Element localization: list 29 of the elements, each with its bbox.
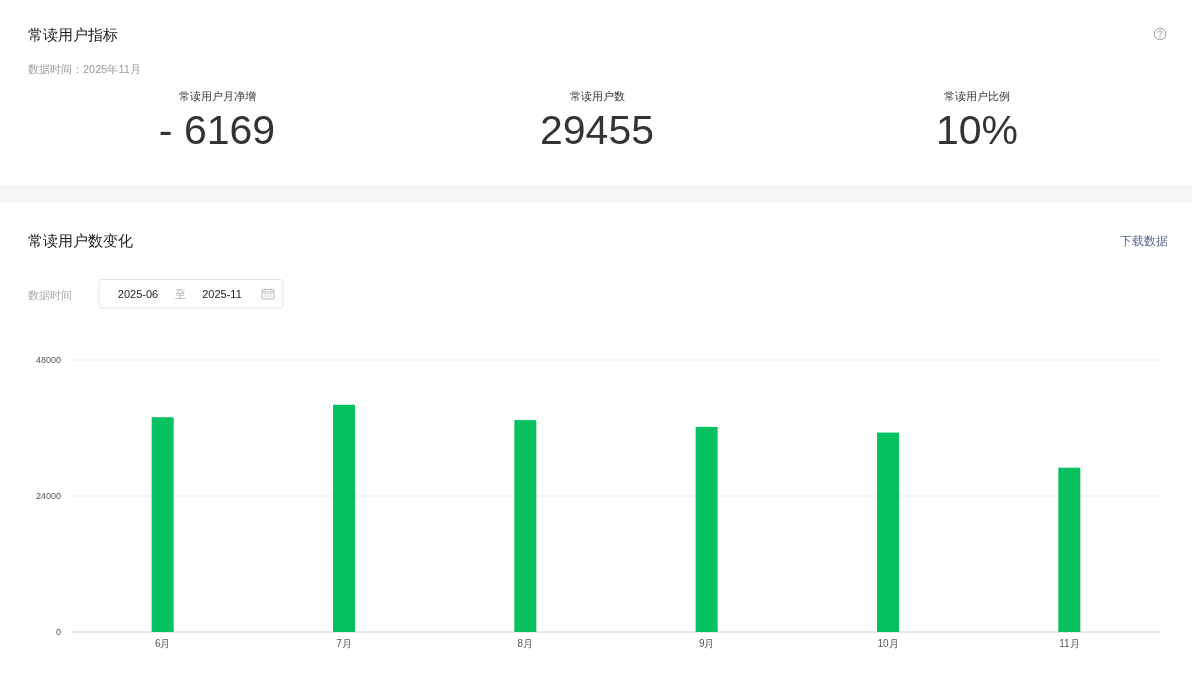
text: 数据时间	[28, 289, 72, 301]
bar	[1058, 467, 1081, 632]
x-tick-label: 7月	[336, 638, 352, 649]
text: 29455	[539, 107, 655, 153]
text: - 6169	[158, 107, 276, 153]
text: 2025-06	[117, 288, 159, 300]
text: 常读用户指标	[28, 26, 118, 43]
text: 常读用户月净增	[178, 90, 256, 102]
x-tick-label: 11月	[1059, 638, 1080, 649]
text: 常读用户比例	[944, 90, 1010, 102]
text: 2025-11	[202, 288, 242, 300]
y-tick-label: 48000	[35, 355, 61, 366]
bar	[877, 432, 899, 632]
text: 至	[174, 287, 186, 300]
text: 10%	[935, 107, 1019, 153]
y-tick-label: 24000	[35, 491, 61, 502]
bar	[514, 420, 537, 632]
bar	[333, 404, 355, 632]
y-tick-label: 0	[55, 627, 61, 638]
bar	[695, 426, 718, 632]
text: 常读用户数	[569, 90, 625, 102]
bar	[151, 417, 174, 632]
x-tick-label: 8月	[517, 638, 534, 649]
x-tick-label: 10月	[877, 638, 899, 649]
chart-title: 常读用户数变化	[28, 232, 133, 249]
text: 数据时间：2025年11月	[28, 63, 141, 75]
x-tick-label: 6月	[154, 638, 171, 649]
x-tick-label: 9月	[698, 638, 715, 649]
text: 下载数据	[1120, 235, 1168, 247]
